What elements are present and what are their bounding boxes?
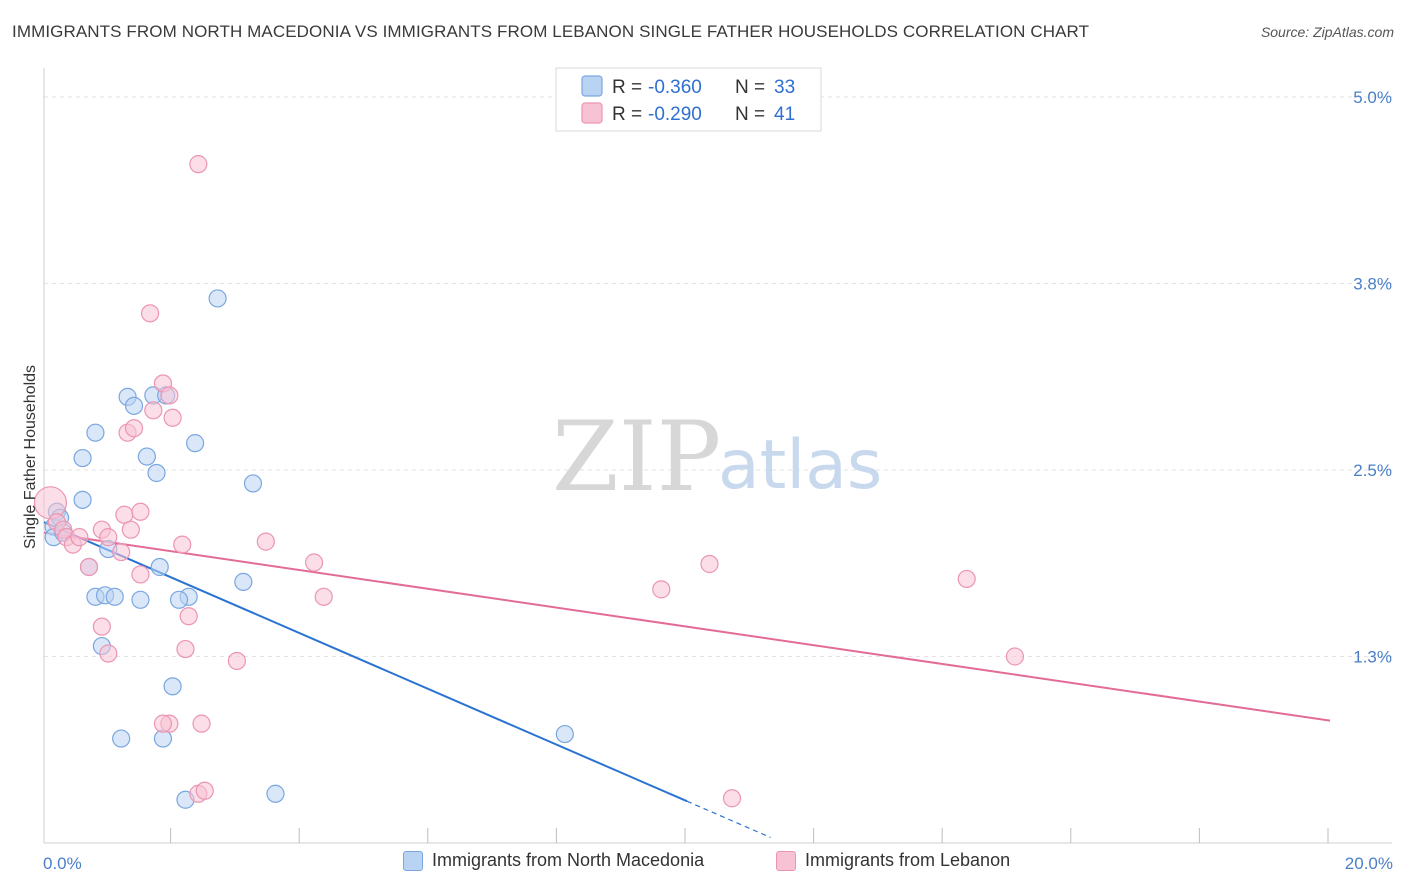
y-tick-label: 1.3% xyxy=(1353,648,1392,667)
point-blue xyxy=(186,434,205,453)
legend-n-value-blue: 33 xyxy=(774,77,795,98)
point-blue xyxy=(131,590,150,609)
point-pink xyxy=(256,532,275,551)
point-pink xyxy=(227,651,246,671)
legend-r-label-pink: R = xyxy=(612,104,642,125)
source-credit: Source: ZipAtlas.com xyxy=(1260,24,1394,40)
correlation-legend: R = -0.360 N = 33 R = -0.290 N = 41 xyxy=(555,67,822,132)
point-pink xyxy=(179,607,198,626)
point-pink xyxy=(112,542,131,562)
data-points xyxy=(33,155,1025,809)
point-pink xyxy=(153,714,173,733)
point-pink xyxy=(195,781,214,800)
point-blue xyxy=(86,423,105,442)
point-blue xyxy=(243,474,263,493)
point-blue xyxy=(234,572,253,592)
point-blue xyxy=(169,590,189,609)
series-label-north-macedonia: Immigrants from North Macedonia xyxy=(432,850,705,870)
trendlines xyxy=(43,521,1331,839)
tick-labels: 5.0% 3.8% 2.5% 1.3% 0.0% 20.0% xyxy=(43,88,1393,873)
point-pink xyxy=(700,554,719,574)
point-blue xyxy=(163,677,182,696)
series-swatch-blue xyxy=(403,850,423,871)
legend-swatch-blue xyxy=(581,75,603,97)
point-pink xyxy=(124,419,144,438)
point-pink xyxy=(131,502,150,521)
point-blue xyxy=(105,587,124,606)
point-pink xyxy=(99,528,118,547)
legend-n-label-blue: N = xyxy=(735,77,765,98)
point-pink xyxy=(70,528,89,547)
point-blue xyxy=(73,448,92,468)
x-tick-label: 20.0% xyxy=(1345,854,1393,873)
point-pink xyxy=(957,569,976,589)
legend-n-label-pink: N = xyxy=(735,104,765,125)
y-axis-label: Single Father Households xyxy=(22,365,39,549)
chart-title: IMMIGRANTS FROM NORTH MACEDONIA VS IMMIG… xyxy=(12,22,1090,41)
y-tick-label: 3.8% xyxy=(1353,275,1392,294)
point-pink xyxy=(99,644,118,663)
legend-r-value-blue: -0.360 xyxy=(648,77,702,98)
point-blue xyxy=(555,724,574,744)
point-pink xyxy=(192,714,211,733)
series-swatch-pink xyxy=(776,850,796,871)
x-tick-label: 0.0% xyxy=(43,854,82,873)
point-pink xyxy=(1005,647,1025,666)
watermark-zip: ZIP xyxy=(552,401,721,513)
point-pink xyxy=(652,580,671,599)
trendline-pink xyxy=(43,531,1331,722)
point-blue xyxy=(137,447,156,466)
legend-r-label-blue: R = xyxy=(612,77,642,98)
series-label-lebanon: Immigrants from Lebanon xyxy=(805,850,1011,870)
watermark-atlas: atlas xyxy=(718,426,882,505)
watermark: ZIP atlas xyxy=(552,401,882,513)
point-blue xyxy=(150,557,169,577)
series-legend-item-north-macedonia: Immigrants from North Macedonia xyxy=(403,850,704,871)
trendline-blue xyxy=(43,521,688,803)
grid-layer xyxy=(44,96,1392,657)
point-pink xyxy=(160,386,179,405)
point-pink xyxy=(314,587,333,606)
point-pink xyxy=(121,520,140,539)
point-blue xyxy=(147,463,166,483)
series-legend: Immigrants from North Macedonia Immigran… xyxy=(0,850,1406,880)
y-tick-label: 5.0% xyxy=(1353,88,1392,107)
point-pink xyxy=(304,553,324,572)
series-legend-item-lebanon: Immigrants from Lebanon xyxy=(776,850,1010,871)
point-blue xyxy=(266,784,285,803)
y-tick-label: 2.5% xyxy=(1353,461,1392,480)
point-pink xyxy=(131,565,150,584)
point-pink xyxy=(163,408,182,427)
legend-n-value-pink: 41 xyxy=(774,104,795,125)
legend-r-value-pink: -0.290 xyxy=(648,104,702,125)
point-blue xyxy=(112,729,131,748)
point-pink xyxy=(79,557,99,577)
point-pink xyxy=(722,789,742,808)
point-blue xyxy=(124,396,144,415)
point-pink xyxy=(140,304,160,323)
axes-layer xyxy=(43,68,1392,844)
point-pink xyxy=(189,155,208,174)
point-blue xyxy=(73,490,92,509)
point-pink xyxy=(176,639,195,659)
point-blue xyxy=(208,289,227,308)
point-pink xyxy=(173,535,192,554)
point-pink xyxy=(92,617,111,636)
point-pink xyxy=(144,401,163,420)
trendline-extension-blue xyxy=(686,800,771,839)
legend-swatch-pink xyxy=(581,102,603,124)
point-pink xyxy=(33,486,68,520)
